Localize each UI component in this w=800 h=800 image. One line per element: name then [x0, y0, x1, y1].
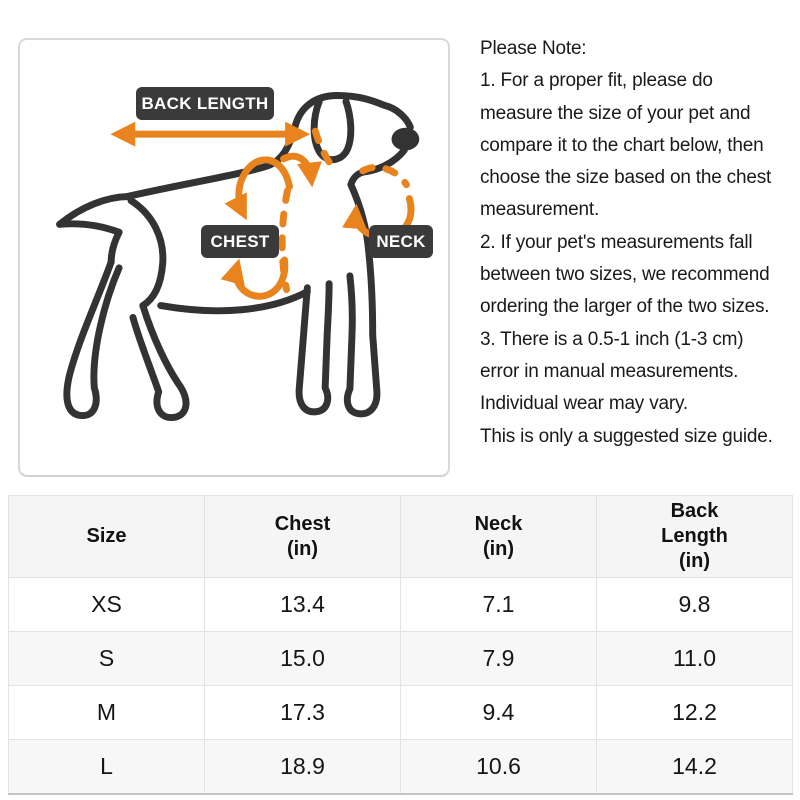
note-line: ordering the larger of the two sizes. [480, 296, 770, 318]
cell-neck: 10.6 [400, 739, 597, 794]
note-line: 3. There is a 0.5-1 inch (1-3 cm) [480, 328, 744, 350]
cell-size: XS [8, 577, 205, 632]
cell-chest: 18.9 [204, 739, 401, 794]
cell-neck: 7.9 [400, 631, 597, 686]
note-line: Individual wear may vary. [480, 393, 688, 415]
dog-illustration [56, 92, 420, 421]
dog-ear [310, 97, 355, 164]
back-length-label: BACK LENGTH [136, 87, 274, 120]
note-line: between two sizes, we recommend [480, 264, 770, 286]
header-size: Size [8, 495, 205, 578]
note-line: 2. If your pet's measurements fall [480, 231, 753, 253]
header-row: Size Chest (in) Neck (in) Back Length (i… [8, 495, 793, 578]
note-section: Please Note: 1. For a proper fit, please… [480, 33, 798, 453]
size-table: Size Chest (in) Neck (in) Back Length (i… [8, 495, 793, 795]
note-line: compare it to the chart below, then [480, 134, 764, 156]
cell-neck: 7.1 [400, 577, 597, 632]
note-line: error in manual measurements. [480, 360, 739, 382]
size-table-header: Size Chest (in) Neck (in) Back Length (i… [8, 495, 793, 578]
table-row-l: L 18.9 10.6 14.2 [8, 739, 793, 794]
cell-chest: 13.4 [204, 577, 401, 632]
chest-arrow-top [224, 156, 293, 221]
note-title: Please Note: [480, 38, 587, 59]
cell-back-length: 9.8 [596, 577, 793, 632]
measurement-diagram: BACK LENGTH CHEST NECK [18, 38, 450, 477]
cell-neck: 9.4 [400, 685, 597, 740]
header-chest: Chest (in) [204, 495, 401, 578]
table-row-xs: XS 13.4 7.1 9.8 [8, 577, 793, 632]
cell-back-length: 14.2 [596, 739, 793, 794]
cell-chest: 15.0 [204, 631, 401, 686]
cell-back-length: 12.2 [596, 685, 793, 740]
cell-size: M [8, 685, 205, 740]
dog-nose [391, 127, 420, 151]
table-row-s: S 15.0 7.9 11.0 [8, 631, 793, 686]
note-line: measure the size of your pet and [480, 102, 751, 124]
cell-size: S [8, 631, 205, 686]
shoulder-arrow [280, 152, 322, 188]
neck-dashed-line [359, 163, 410, 189]
dog-tail [56, 193, 133, 228]
cell-chest: 17.3 [204, 685, 401, 740]
chest-dashed-line [278, 187, 291, 294]
note-line: 1. For a proper fit, please do [480, 70, 713, 92]
table-row-m: M 17.3 9.4 12.2 [8, 685, 793, 740]
chest-arrow-bottom [220, 256, 289, 300]
cell-back-length: 11.0 [596, 631, 793, 686]
note-line: measurement. [480, 199, 600, 221]
chest-label: CHEST [201, 225, 279, 258]
note-line: This is only a suggested size guide. [480, 425, 773, 447]
neck-label: NECK [369, 225, 433, 258]
cell-size: L [8, 739, 205, 794]
header-back-length: Back Length (in) [596, 495, 793, 578]
note-line: choose the size based on the chest [480, 167, 772, 189]
dog-head [290, 92, 414, 133]
header-neck: Neck (in) [400, 495, 597, 578]
